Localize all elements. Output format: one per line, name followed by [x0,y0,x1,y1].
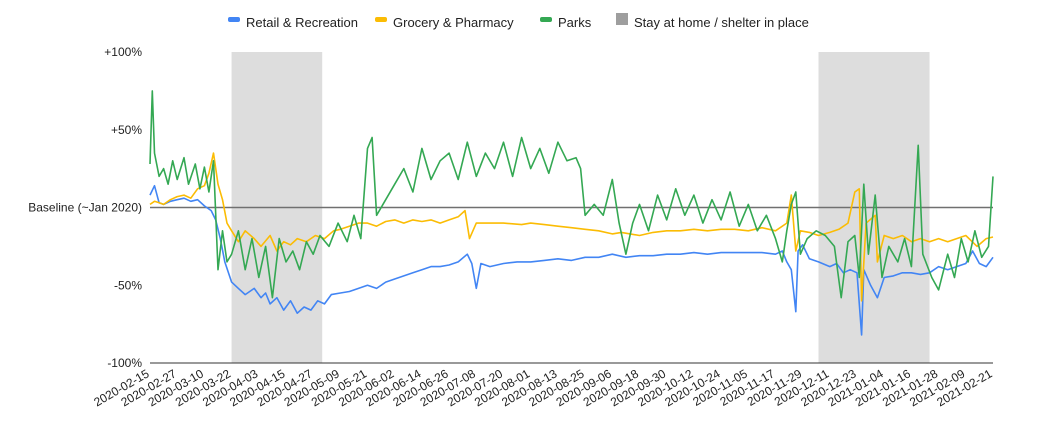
y-tick-label: +50% [111,123,142,137]
legend-label-retail: Retail & Recreation [246,15,358,30]
series-line-parks [149,90,994,299]
legend-item-parks[interactable]: Parks [540,15,592,30]
legend-item-stay-at-home[interactable]: Stay at home / shelter in place [616,13,809,30]
x-axis: 2020-02-152020-02-272020-03-102020-03-22… [91,362,995,409]
legend-swatch-stay-at-home [616,13,628,25]
legend-item-retail[interactable]: Retail & Recreation [228,15,358,30]
legend-swatch-parks [540,17,552,22]
legend: Retail & Recreation Grocery & Pharmacy P… [228,13,809,30]
legend-label-grocery: Grocery & Pharmacy [393,15,514,30]
series-line-retail-recreation [149,184,994,336]
series-lines [149,90,994,336]
y-tick-label: +100% [104,45,142,59]
y-tick-label: -50% [114,278,142,292]
series-line-grocery-pharmacy [149,152,994,302]
y-tick-label: Baseline (~Jan 2020) [28,201,142,215]
legend-swatch-retail [228,17,240,22]
legend-item-grocery[interactable]: Grocery & Pharmacy [375,15,514,30]
legend-label-parks: Parks [558,15,592,30]
legend-swatch-grocery [375,17,387,22]
y-tick-label: -100% [107,356,142,370]
legend-label-stay-at-home: Stay at home / shelter in place [634,15,809,30]
y-axis: +100% +50% Baseline (~Jan 2020) -50% -100% [28,45,142,370]
